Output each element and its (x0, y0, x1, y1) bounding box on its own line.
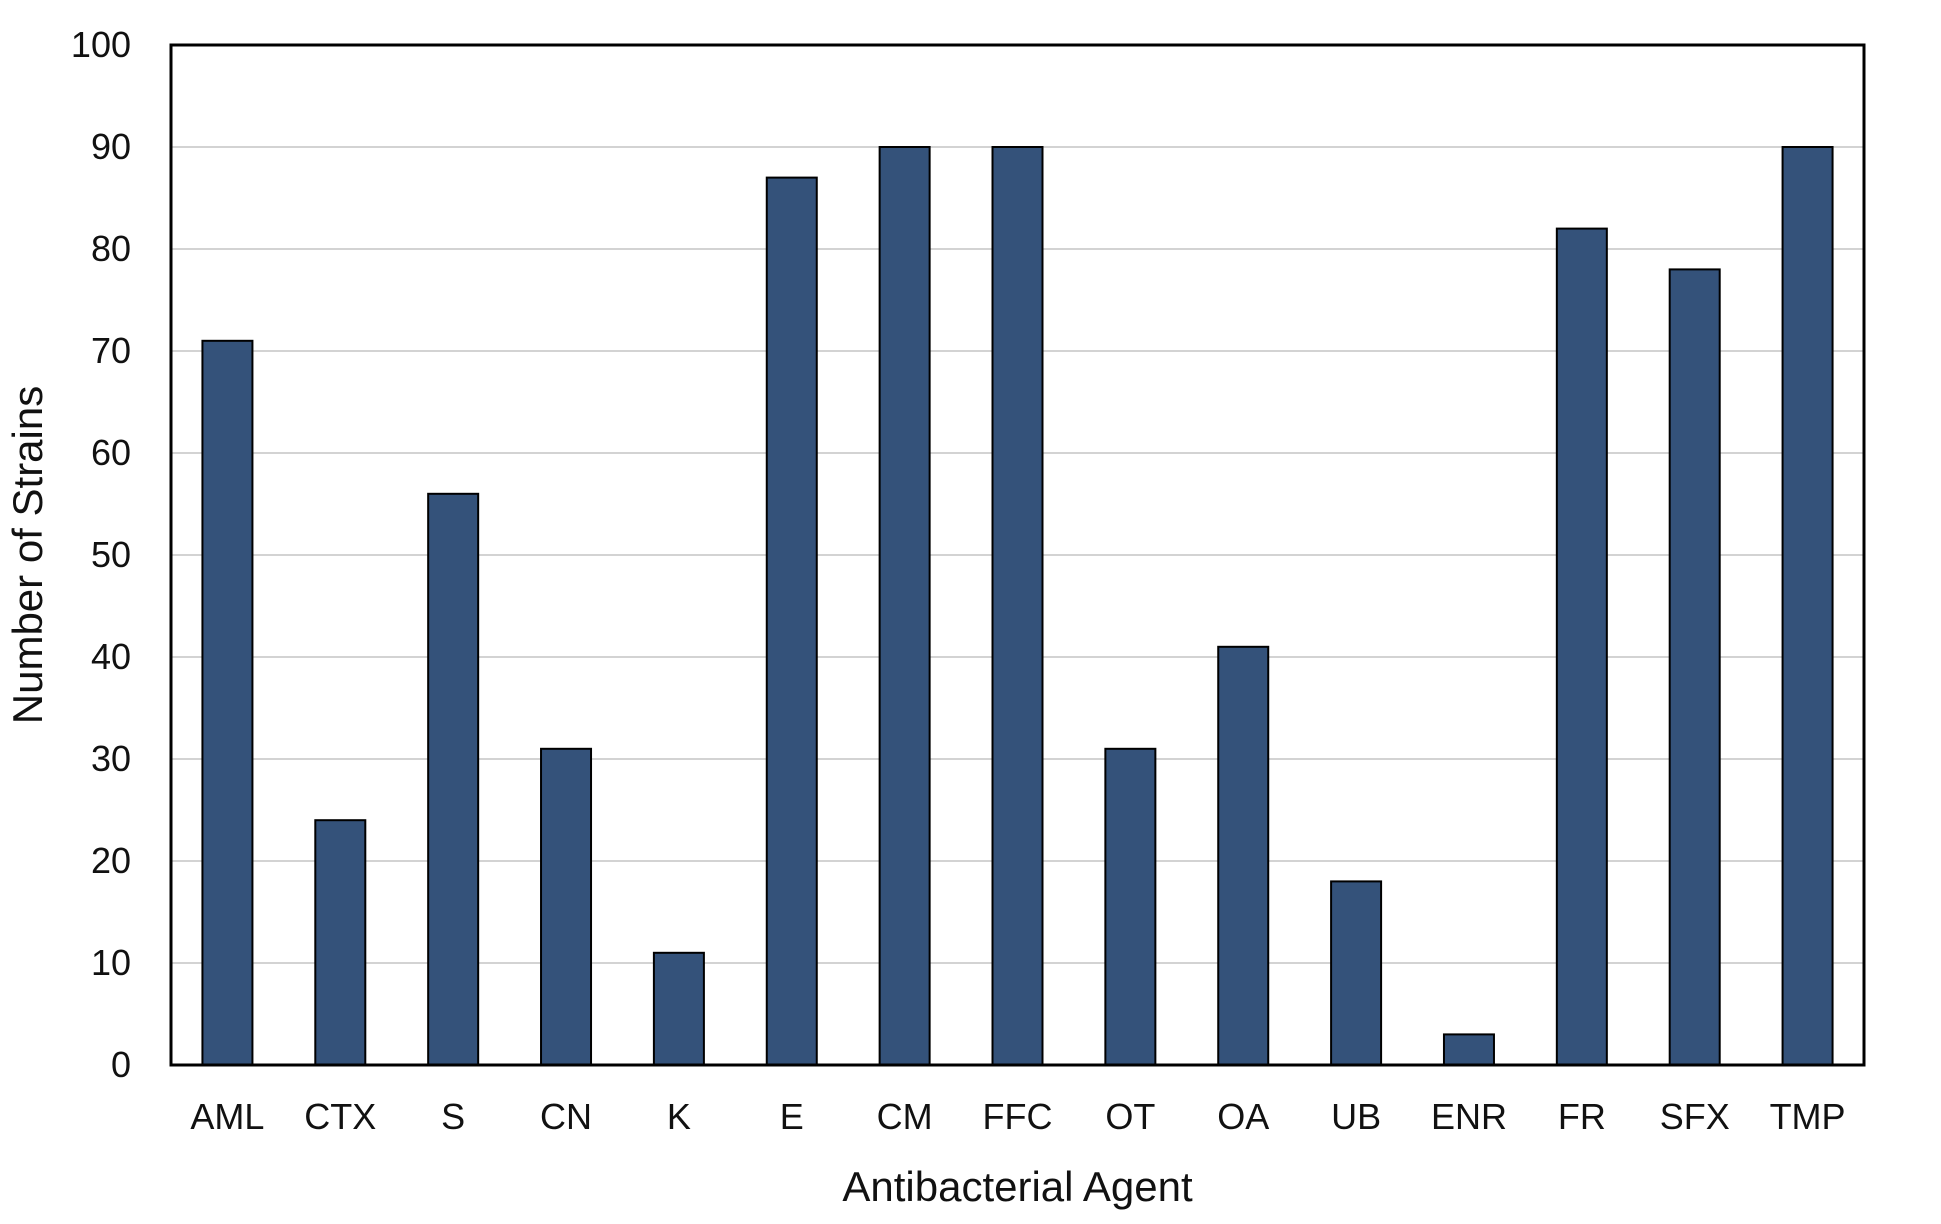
y-tick-label: 0 (111, 1044, 131, 1085)
y-tick-label: 50 (91, 534, 131, 575)
bar-enr (1442, 1033, 1495, 1067)
y-tick-label: 40 (91, 636, 131, 677)
y-tick-label: 90 (91, 126, 131, 167)
bar-e (765, 176, 818, 1067)
x-tick-label: K (667, 1096, 691, 1137)
plot-frame (169, 43, 1866, 1067)
x-tick-label: E (780, 1096, 804, 1137)
bar-cn (540, 747, 593, 1066)
bars (201, 146, 1834, 1067)
x-tick-label: FR (1558, 1096, 1606, 1137)
bar-ctx (314, 819, 367, 1067)
bar-ot (1104, 747, 1157, 1066)
x-tick-label: OA (1217, 1096, 1269, 1137)
x-tick-label: AML (190, 1096, 264, 1137)
bar-ffc (991, 146, 1044, 1066)
bar-s (427, 492, 480, 1066)
x-tick-label: FFC (983, 1096, 1053, 1137)
x-tick-label: CN (540, 1096, 592, 1137)
y-tick-label: 70 (91, 330, 131, 371)
x-tick-label: TMP (1770, 1096, 1846, 1137)
y-tick-label: 10 (91, 942, 131, 983)
y-tick-label: 20 (91, 840, 131, 881)
x-tick-label: CTX (304, 1096, 376, 1137)
bar-sfx (1668, 268, 1721, 1066)
y-tick-label: 30 (91, 738, 131, 779)
y-tick-label: 100 (71, 24, 131, 65)
x-axis-title: Antibacterial Agent (842, 1163, 1193, 1210)
x-tick-labels: AML CTX S CN K E CM FFC OT OA UB ENR FR SFX TMP (190, 1096, 1845, 1137)
y-tick-label: 60 (91, 432, 131, 473)
y-tick-label: 80 (91, 228, 131, 269)
bar-k (652, 951, 705, 1066)
bar-ub (1330, 880, 1383, 1067)
x-tick-label: ENR (1431, 1096, 1507, 1137)
bar-aml (201, 339, 254, 1066)
y-axis-title: Number of Strains (4, 386, 51, 724)
bar-cm (878, 146, 931, 1066)
x-tick-label: UB (1331, 1096, 1381, 1137)
x-tick-label: SFX (1660, 1096, 1730, 1137)
x-tick-label: S (441, 1096, 465, 1137)
bar-oa (1217, 645, 1270, 1066)
bar-tmp (1781, 146, 1834, 1066)
x-tick-label: CM (877, 1096, 933, 1137)
x-tick-label: OT (1105, 1096, 1155, 1137)
y-tick-labels: 0 10 20 30 40 50 60 70 80 90 100 (71, 24, 131, 1085)
bar-fr (1555, 227, 1608, 1067)
